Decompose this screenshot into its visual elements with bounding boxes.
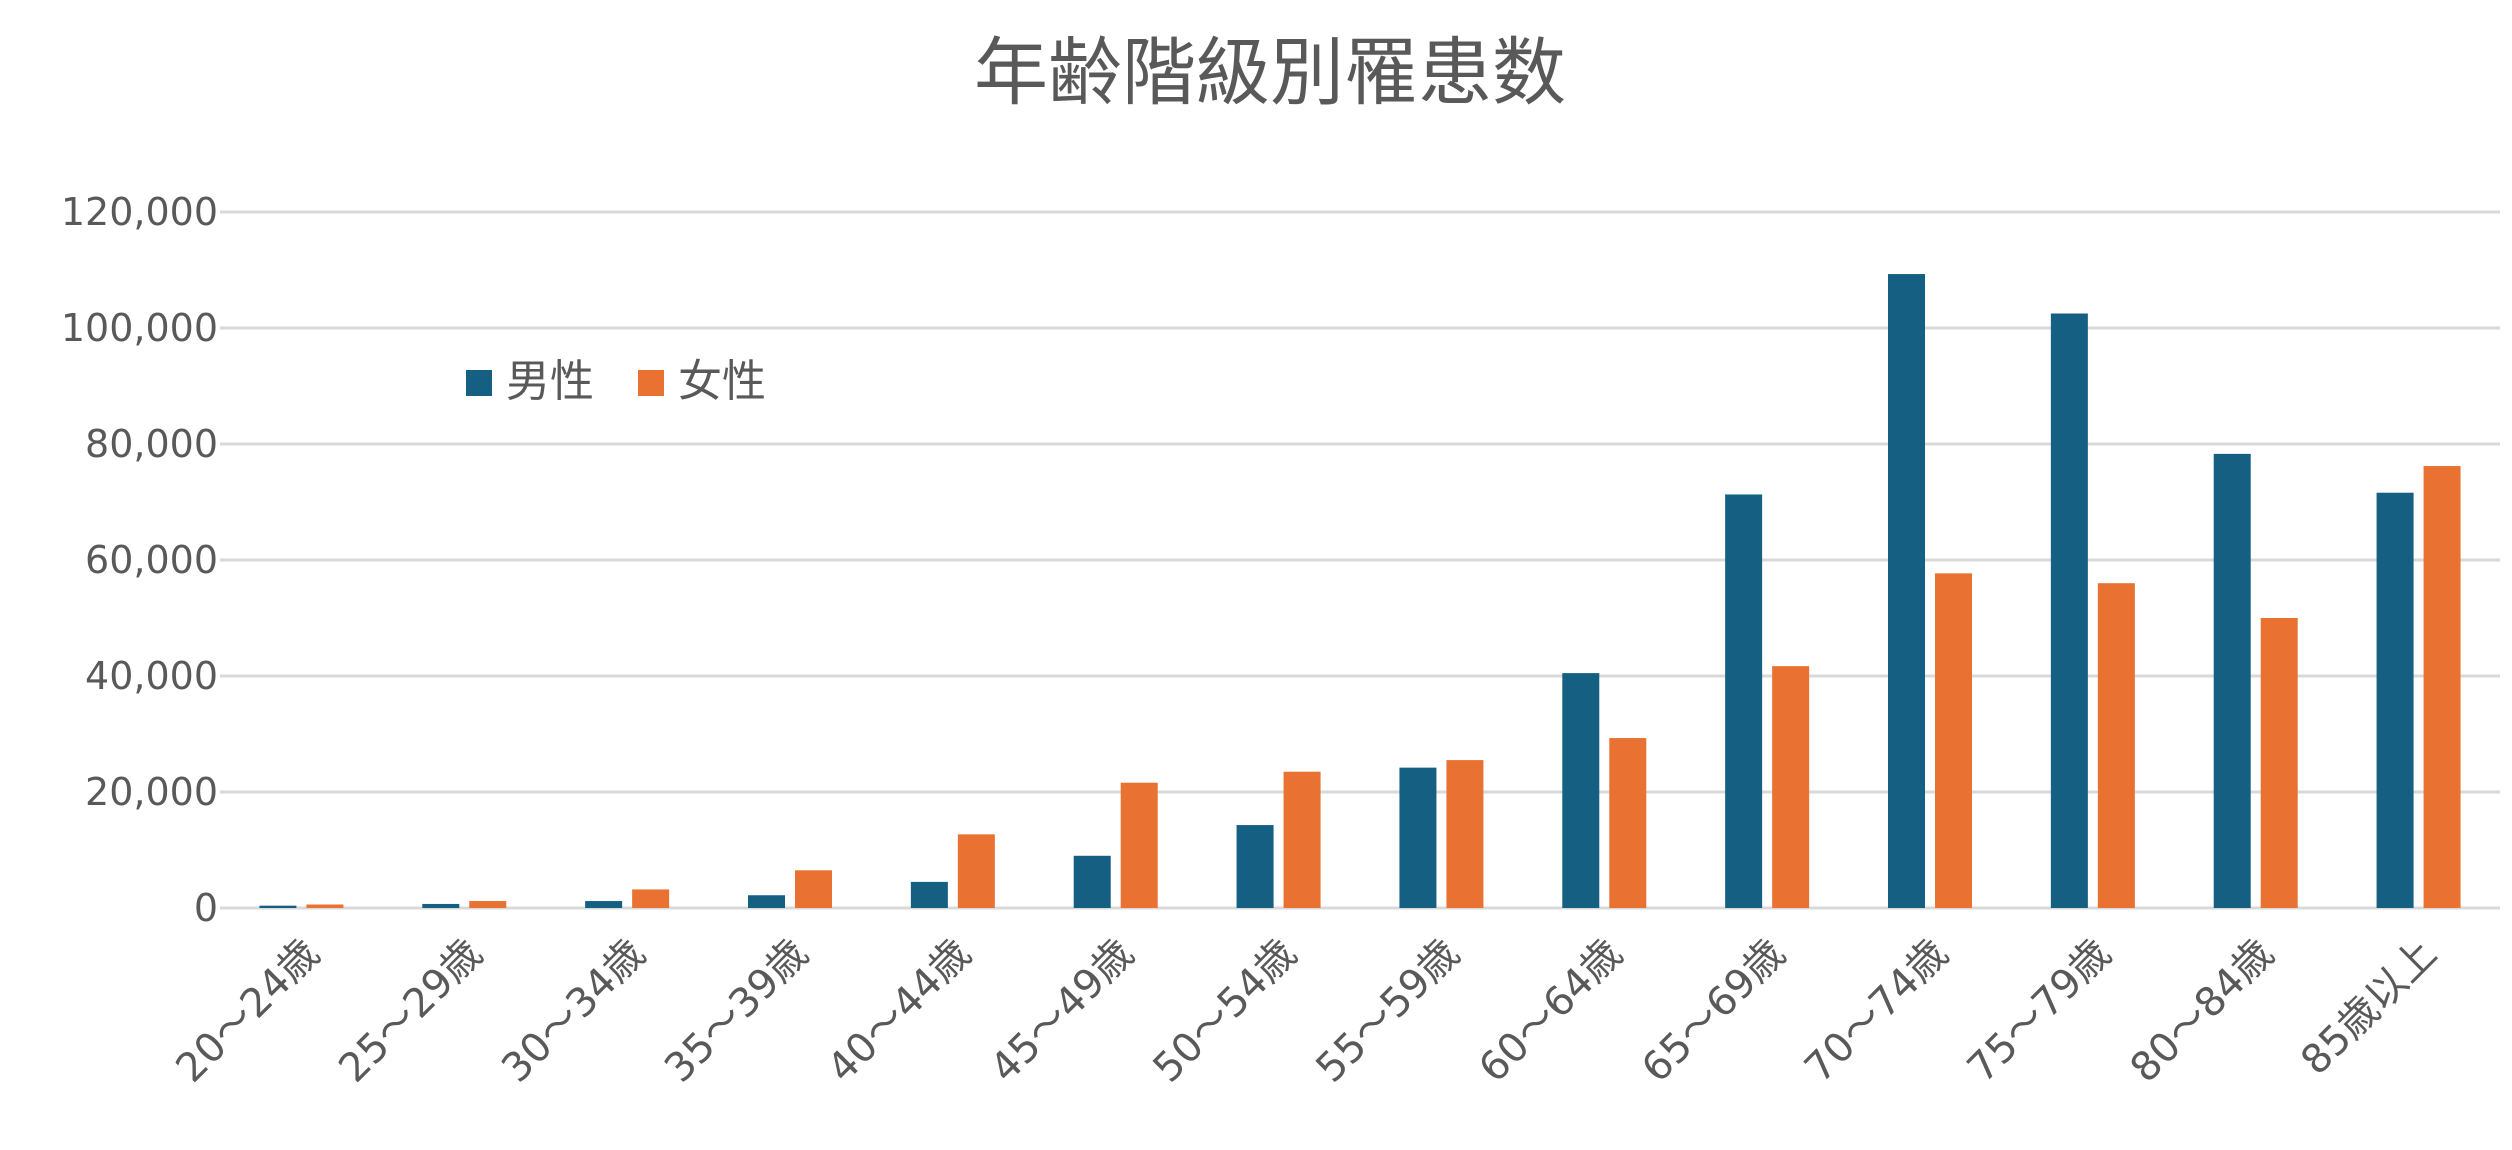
gridlines [220,210,2500,910]
legend-swatch [466,370,492,396]
y-tick-label: 60,000 [85,538,218,582]
bar-female [1446,760,1484,908]
y-tick-label: 120,000 [61,190,218,234]
legend-label: 男性 [506,356,594,407]
bar-male [259,905,297,908]
bar-female [1283,771,1321,908]
bar-male [1236,825,1274,908]
y-tick-label: 20,000 [85,770,218,814]
bar-female [1609,738,1647,908]
x-tick-label: 30～34歳 [493,931,654,1092]
bar-female [2423,466,2461,908]
bar-female [2097,583,2135,908]
x-tick-label: 45～49歳 [982,931,1143,1092]
bar-male [2213,453,2251,908]
bar-male [2050,313,2088,908]
x-tick-label: 65～69歳 [1633,931,1794,1092]
bar-male [1725,494,1763,908]
x-tick-label: 40～44歳 [819,931,980,1092]
legend-label: 女性 [678,356,766,407]
x-tick-label: 60～64歳 [1470,931,1631,1092]
bar-female [469,901,507,908]
y-tick-label: 0 [194,886,218,930]
x-tick-label: 20～24歳 [167,931,328,1092]
x-tick-label: 70～74歳 [1796,931,1957,1092]
bar-male [748,895,785,908]
bar-female [1120,782,1158,908]
x-tick-label: 85歳以上 [2292,931,2445,1084]
bars [259,274,2461,908]
legend: 男性 女性 [466,356,766,407]
x-tick-label: 50～54歳 [1145,931,1306,1092]
x-tick-label: 35～39歳 [656,931,817,1092]
x-tick-label: 80～84歳 [2122,931,2283,1092]
bar-female [795,870,832,908]
bar-male [2376,492,2414,908]
bar-female [1935,573,1972,908]
bar-male [1888,274,1925,908]
bar-male [1399,767,1437,908]
bar-female [306,904,344,908]
y-tick-label: 40,000 [85,654,218,698]
bar-male [1073,855,1111,908]
bar-female [632,889,670,908]
x-axis-ticks: 20～24歳 25～29歳 30～34歳 35～39歳 40～44歳 45～49歳 50～5… [167,931,2445,1092]
y-tick-label: 100,000 [61,306,218,350]
x-tick-label: 55～59歳 [1307,931,1468,1092]
x-tick-label: 75～79歳 [1959,931,2120,1092]
bar-male [910,881,948,908]
bar-female [1772,666,1810,908]
chart-title: 年齢階級別罹患数 [974,30,1566,116]
y-axis-ticks: 0 20,000 40,000 60,000 80,000 100,000 120,000 [61,190,218,930]
bar-male [585,901,623,908]
x-tick-label: 25～29歳 [330,931,491,1092]
bar-female [957,834,995,908]
y-tick-label: 80,000 [85,422,218,466]
legend-swatch [638,370,664,396]
bar-male [1562,673,1600,908]
bar-male [422,903,460,908]
bar-female [2260,618,2298,908]
